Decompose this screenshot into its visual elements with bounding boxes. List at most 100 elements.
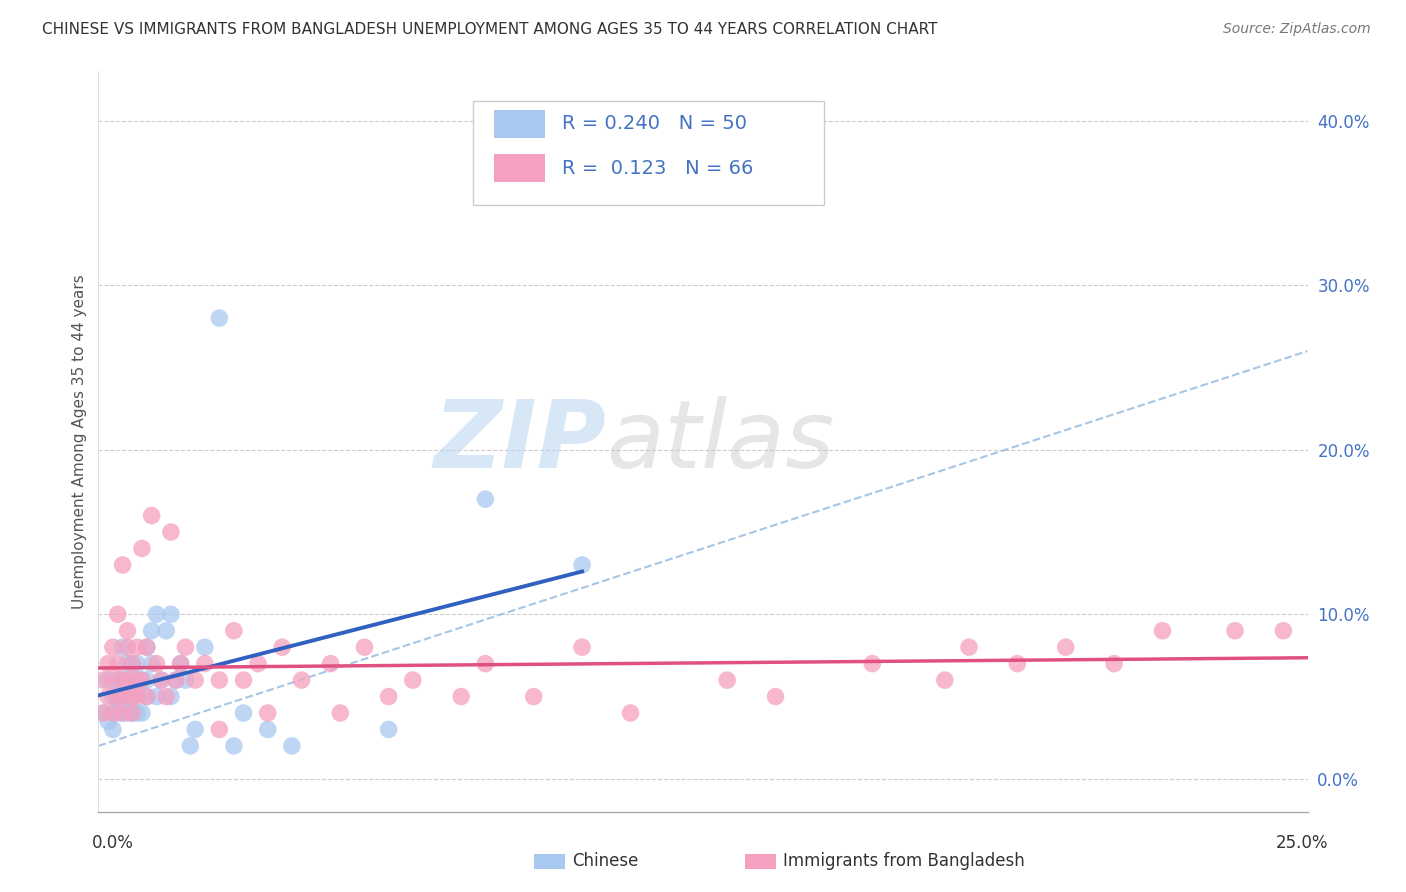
Point xyxy=(247,657,270,671)
Point xyxy=(329,706,352,720)
Point xyxy=(271,640,294,655)
Text: Chinese: Chinese xyxy=(572,852,638,870)
Point xyxy=(107,706,129,720)
Point xyxy=(141,657,163,671)
Point xyxy=(1007,657,1029,671)
Point xyxy=(107,690,129,704)
Point xyxy=(377,690,399,704)
Point xyxy=(179,739,201,753)
Point xyxy=(135,690,157,704)
Point xyxy=(353,640,375,655)
Point xyxy=(222,624,245,638)
Point xyxy=(127,657,149,671)
Point xyxy=(619,706,641,720)
Point xyxy=(208,673,231,687)
Point xyxy=(716,673,738,687)
Point xyxy=(194,657,217,671)
Text: atlas: atlas xyxy=(606,396,835,487)
Point xyxy=(256,706,278,720)
Point xyxy=(127,640,149,655)
Text: CHINESE VS IMMIGRANTS FROM BANGLADESH UNEMPLOYMENT AMONG AGES 35 TO 44 YEARS COR: CHINESE VS IMMIGRANTS FROM BANGLADESH UN… xyxy=(42,22,938,37)
Point xyxy=(184,723,207,737)
Point xyxy=(111,673,134,687)
Point xyxy=(107,690,129,704)
Point xyxy=(474,492,496,507)
Point xyxy=(135,640,157,655)
Point xyxy=(174,640,197,655)
Text: Source: ZipAtlas.com: Source: ZipAtlas.com xyxy=(1223,22,1371,37)
Point xyxy=(1054,640,1077,655)
Point xyxy=(141,624,163,638)
Point xyxy=(934,673,956,687)
Point xyxy=(860,657,883,671)
Text: 25.0%: 25.0% xyxy=(1277,834,1329,852)
Point xyxy=(111,706,134,720)
Point xyxy=(155,690,177,704)
Point xyxy=(97,657,120,671)
Point xyxy=(111,558,134,572)
Point xyxy=(184,673,207,687)
Point xyxy=(91,706,114,720)
Point xyxy=(131,673,153,687)
Point xyxy=(174,673,197,687)
Text: 0.0%: 0.0% xyxy=(91,834,134,852)
Point xyxy=(290,673,312,687)
Point xyxy=(145,607,167,622)
Point xyxy=(150,673,173,687)
Point xyxy=(127,706,149,720)
Point xyxy=(101,706,124,720)
Point xyxy=(111,640,134,655)
Point xyxy=(1272,624,1295,638)
Point xyxy=(111,690,134,704)
Point xyxy=(169,657,191,671)
Point xyxy=(165,673,187,687)
Point xyxy=(127,690,149,704)
Point xyxy=(208,723,231,737)
Point xyxy=(169,657,191,671)
Point xyxy=(101,723,124,737)
Point xyxy=(121,706,143,720)
Point xyxy=(131,673,153,687)
Point xyxy=(194,640,217,655)
Point xyxy=(281,739,304,753)
Point xyxy=(107,657,129,671)
Point xyxy=(160,690,183,704)
Point xyxy=(117,690,139,704)
Point xyxy=(127,681,149,696)
Point xyxy=(107,673,129,687)
Point xyxy=(127,673,149,687)
Point xyxy=(571,640,593,655)
Point xyxy=(523,690,546,704)
Text: ZIP: ZIP xyxy=(433,395,606,488)
Point xyxy=(101,690,124,704)
Point xyxy=(117,624,139,638)
FancyBboxPatch shape xyxy=(494,154,544,183)
Point xyxy=(111,673,134,687)
Point xyxy=(117,673,139,687)
Point xyxy=(107,607,129,622)
Point xyxy=(319,657,342,671)
Point xyxy=(121,657,143,671)
Point xyxy=(117,640,139,655)
Point xyxy=(135,640,157,655)
Point xyxy=(165,673,187,687)
Text: R = 0.240   N = 50: R = 0.240 N = 50 xyxy=(561,114,747,134)
Point xyxy=(101,640,124,655)
Point xyxy=(957,640,980,655)
Point xyxy=(1102,657,1125,671)
Point xyxy=(91,706,114,720)
Point xyxy=(232,673,254,687)
Point xyxy=(121,690,143,704)
Point xyxy=(111,690,134,704)
Point xyxy=(121,657,143,671)
Point xyxy=(121,690,143,704)
Point xyxy=(101,673,124,687)
Point xyxy=(91,673,114,687)
Point xyxy=(141,508,163,523)
Point xyxy=(256,723,278,737)
Point xyxy=(571,558,593,572)
Text: R =  0.123   N = 66: R = 0.123 N = 66 xyxy=(561,159,752,178)
Point xyxy=(232,706,254,720)
Point xyxy=(474,657,496,671)
FancyBboxPatch shape xyxy=(494,110,544,138)
